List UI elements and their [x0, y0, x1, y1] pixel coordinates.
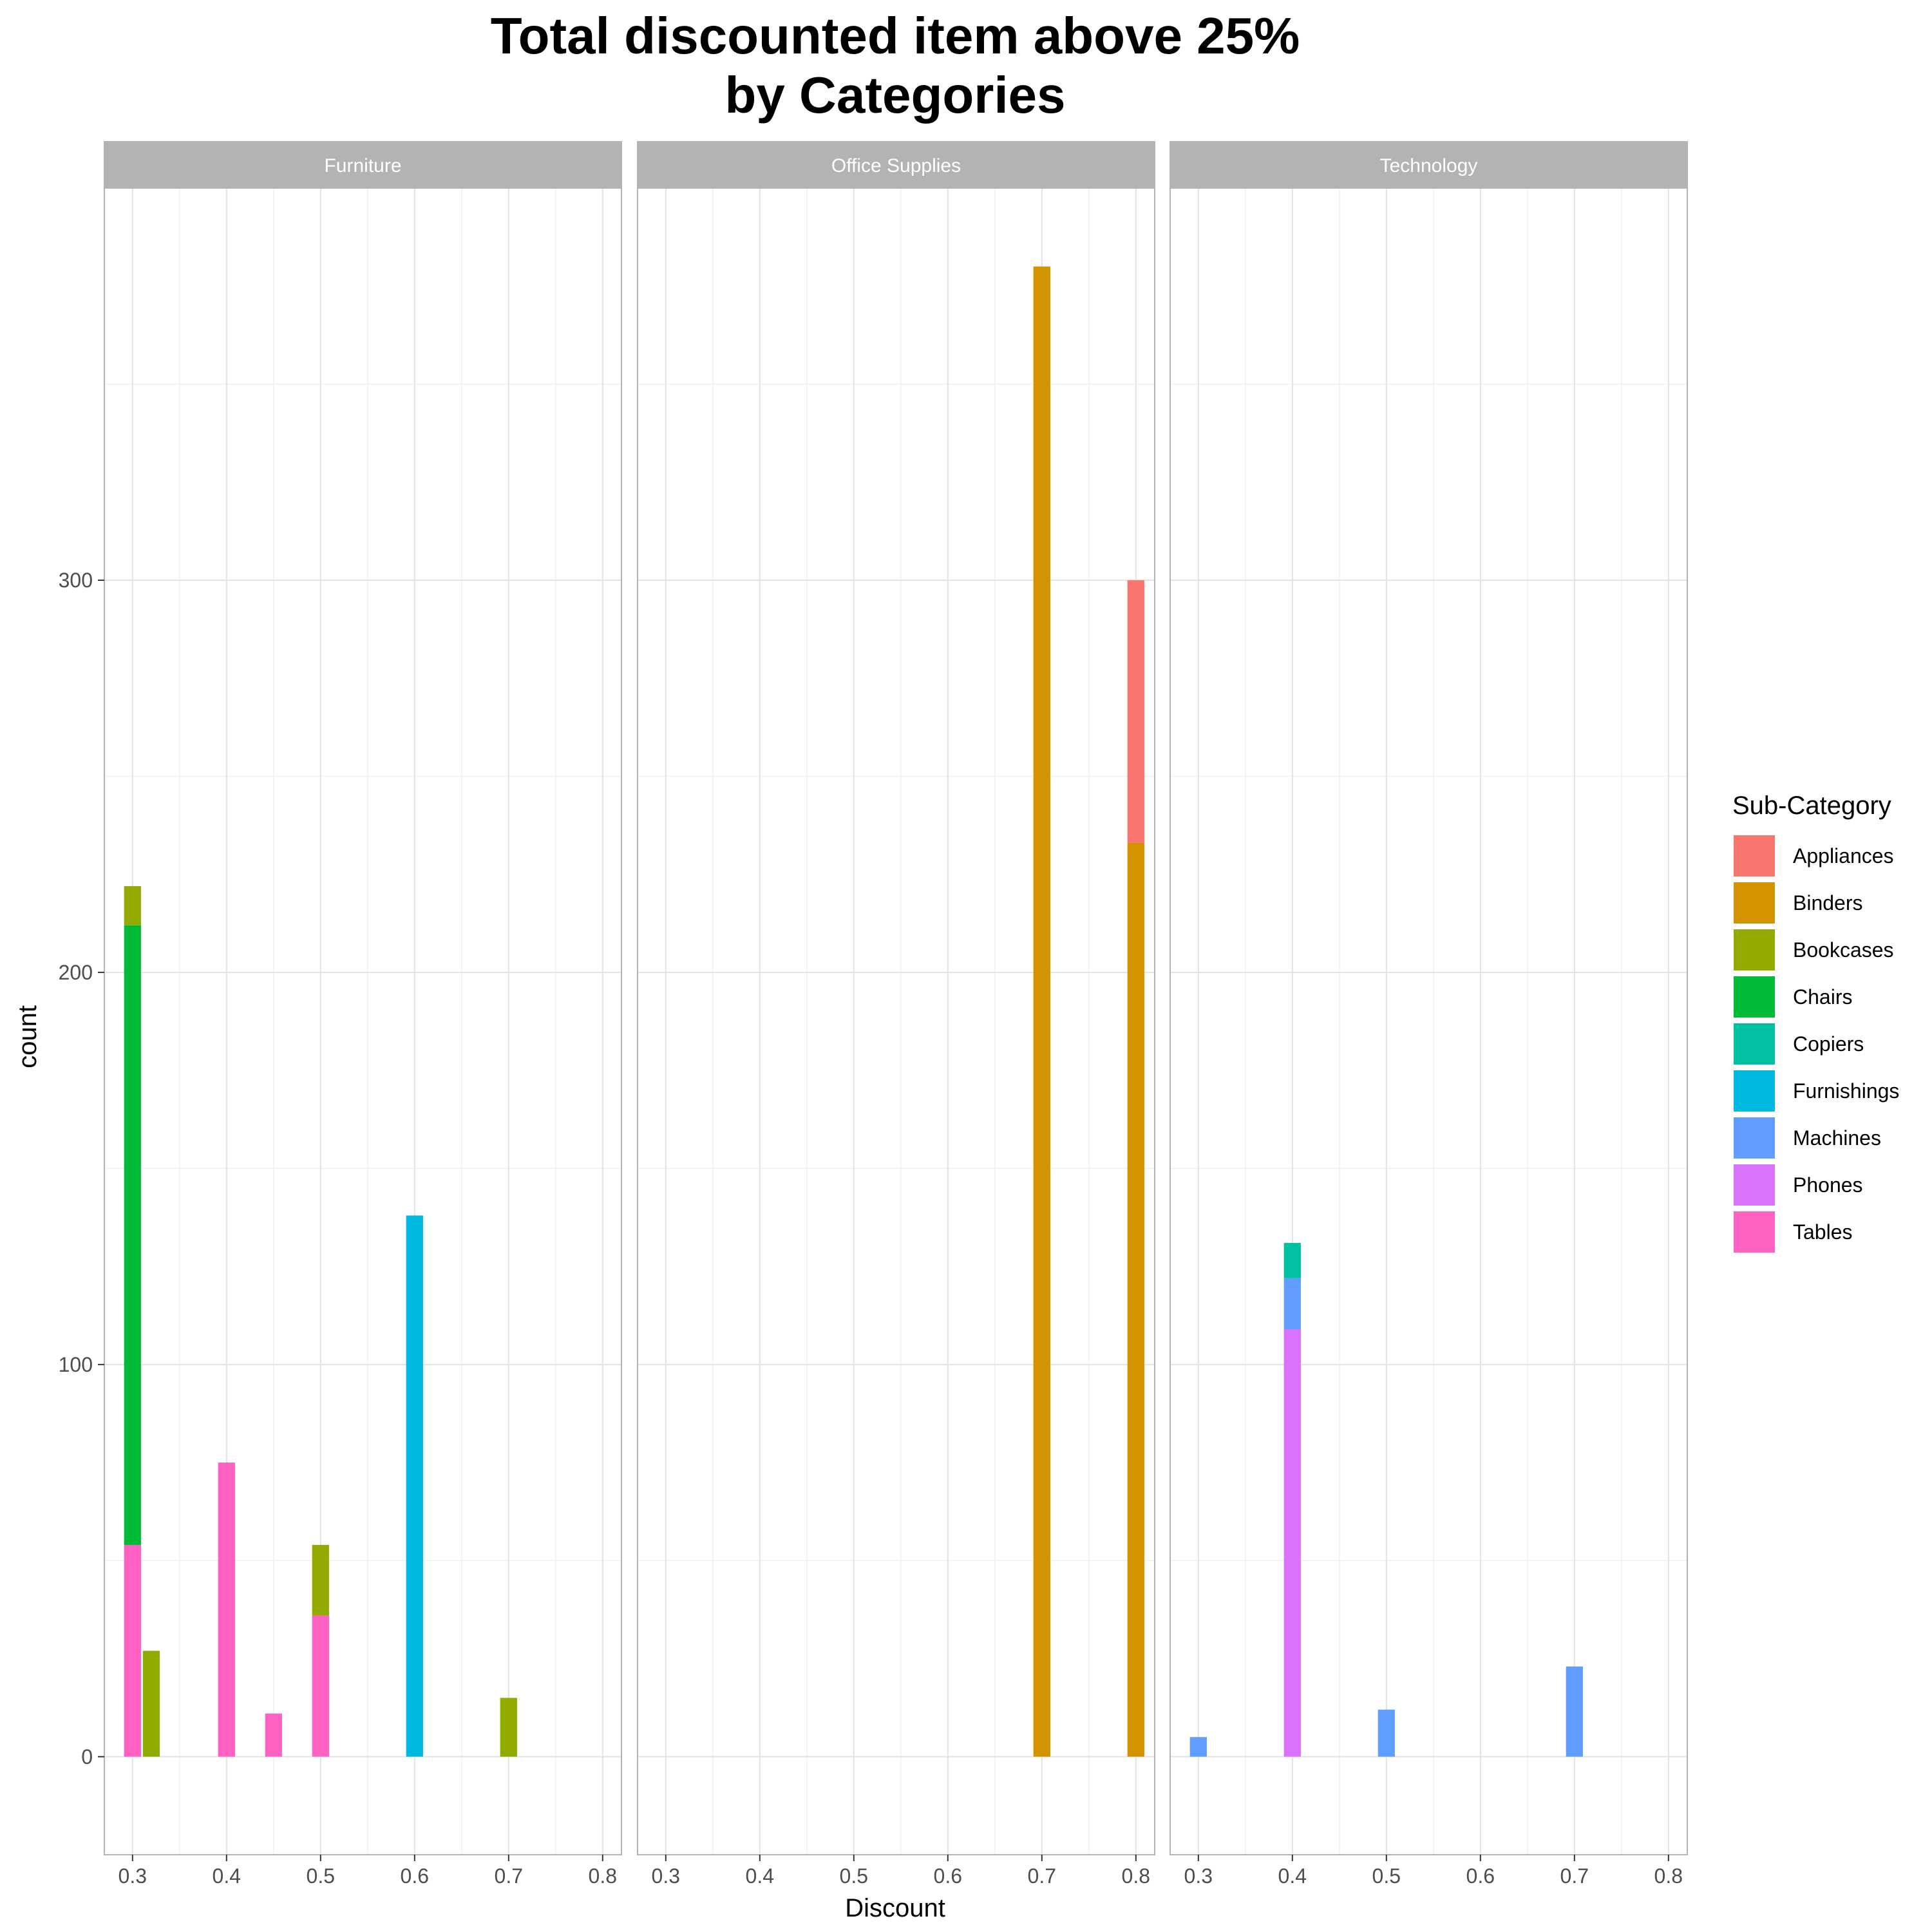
facet-strip-label: Furniture: [324, 155, 401, 176]
x-tick-label: 0.4: [1278, 1864, 1307, 1888]
x-tick-label: 0.7: [495, 1864, 523, 1888]
bar-binders-0_8: [1127, 842, 1144, 1757]
facet-strip-label: Office Supplies: [831, 155, 961, 176]
bar-bookcases-0_5: [312, 1544, 329, 1616]
x-tick-label: 0.3: [1184, 1864, 1213, 1888]
panel-background: [104, 188, 621, 1855]
x-tick-label: 0.4: [213, 1864, 241, 1888]
x-tick-label: 0.8: [1122, 1864, 1150, 1888]
bar-tables-0_3: [124, 1544, 141, 1757]
chart-title-line-2: by Categories: [724, 66, 1065, 124]
legend: Sub-Category Appliances Binders Bookcases C…: [1732, 791, 1899, 1253]
x-tick-label: 0.8: [589, 1864, 617, 1888]
legend-key-furnishings: [1734, 1070, 1775, 1112]
facet-panel-1: Office Supplies 0.3 0.4 0.5 0.6 0.7 0.8: [637, 141, 1155, 1888]
legend-key-binders: [1734, 882, 1775, 923]
legend-label-copiers: Copiers: [1793, 1032, 1864, 1056]
legend-key-appliances: [1734, 835, 1775, 876]
facet-strip: [637, 141, 1155, 189]
bar-machines-0_3: [1189, 1737, 1207, 1757]
x-tick-label: 0.5: [840, 1864, 868, 1888]
x-tick-label: 0.6: [401, 1864, 429, 1888]
bar-copiers-0_4: [1283, 1243, 1301, 1278]
bar-binders-0_7: [1033, 266, 1050, 1757]
x-tick-label: 0.6: [934, 1864, 962, 1888]
x-tick-label: 0.3: [118, 1864, 147, 1888]
legend-label-machines: Machines: [1793, 1126, 1881, 1150]
facet-strip: [1170, 141, 1688, 189]
panel-background: [1170, 188, 1687, 1855]
facet-panels: Furniture 0.3 0.4 0.5 0.6 0.7 0.8 0 100 200 300 Off…: [59, 141, 1688, 1888]
x-tick-label: 0.4: [746, 1864, 774, 1888]
y-tick-label: 0: [81, 1745, 93, 1768]
y-tick-label: 100: [59, 1353, 93, 1376]
x-tick-label: 0.7: [1560, 1864, 1589, 1888]
bar-bookcases-0_32: [142, 1651, 160, 1757]
facet-strip-label: Technology: [1380, 155, 1478, 176]
x-tick-label: 0.8: [1654, 1864, 1683, 1888]
legend-label-chairs: Chairs: [1793, 985, 1852, 1009]
bar-tables-0_45: [265, 1713, 282, 1757]
bar-phones-0_4: [1283, 1329, 1301, 1757]
legend-key-bookcases: [1734, 929, 1775, 971]
x-tick-label: 0.6: [1466, 1864, 1495, 1888]
legend-label-binders: Binders: [1793, 891, 1863, 914]
bar-bookcases-0_3: [124, 886, 141, 925]
legend-key-copiers: [1734, 1023, 1775, 1065]
x-tick-label: 0.3: [652, 1864, 680, 1888]
legend-label-bookcases: Bookcases: [1793, 938, 1894, 961]
bar-furnishings-0_6: [406, 1215, 423, 1757]
bar-machines-0_7: [1566, 1666, 1583, 1757]
legend-label-furnishings: Furnishings: [1793, 1079, 1899, 1103]
y-tick-label: 300: [59, 569, 93, 592]
x-tick-label: 0.5: [307, 1864, 335, 1888]
x-axis-title: Discount: [845, 1894, 945, 1922]
legend-key-tables: [1734, 1211, 1775, 1253]
legend-label-phones: Phones: [1793, 1173, 1863, 1197]
chart-title-line-1: Total discounted item above 25%: [491, 7, 1300, 64]
legend-title: Sub-Category: [1732, 791, 1891, 820]
facet-panel-0: Furniture 0.3 0.4 0.5 0.6 0.7 0.8 0 100 200 300: [59, 141, 622, 1888]
bar-chairs-0_3: [124, 925, 141, 1545]
bar-tables-0_4: [218, 1463, 235, 1757]
bar-machines-0_5: [1378, 1709, 1395, 1757]
facet-strip: [104, 141, 622, 189]
bar-tables-0_5: [312, 1615, 329, 1757]
x-tick-label: 0.7: [1028, 1864, 1056, 1888]
bar-appliances-0_8: [1127, 580, 1144, 843]
legend-key-phones: [1734, 1164, 1775, 1206]
legend-key-chairs: [1734, 976, 1775, 1018]
legend-key-machines: [1734, 1117, 1775, 1159]
facet-panel-2: Technology 0.3 0.4 0.5 0.6 0.7 0.8: [1170, 141, 1688, 1888]
y-axis-title: count: [14, 1005, 42, 1068]
x-tick-label: 0.5: [1372, 1864, 1401, 1888]
bar-machines-0_4: [1283, 1278, 1301, 1330]
legend-label-appliances: Appliances: [1793, 844, 1894, 867]
legend-label-tables: Tables: [1793, 1220, 1853, 1244]
panel-background: [638, 188, 1155, 1855]
bar-bookcases-0_7: [500, 1698, 517, 1757]
y-tick-label: 200: [59, 961, 93, 984]
